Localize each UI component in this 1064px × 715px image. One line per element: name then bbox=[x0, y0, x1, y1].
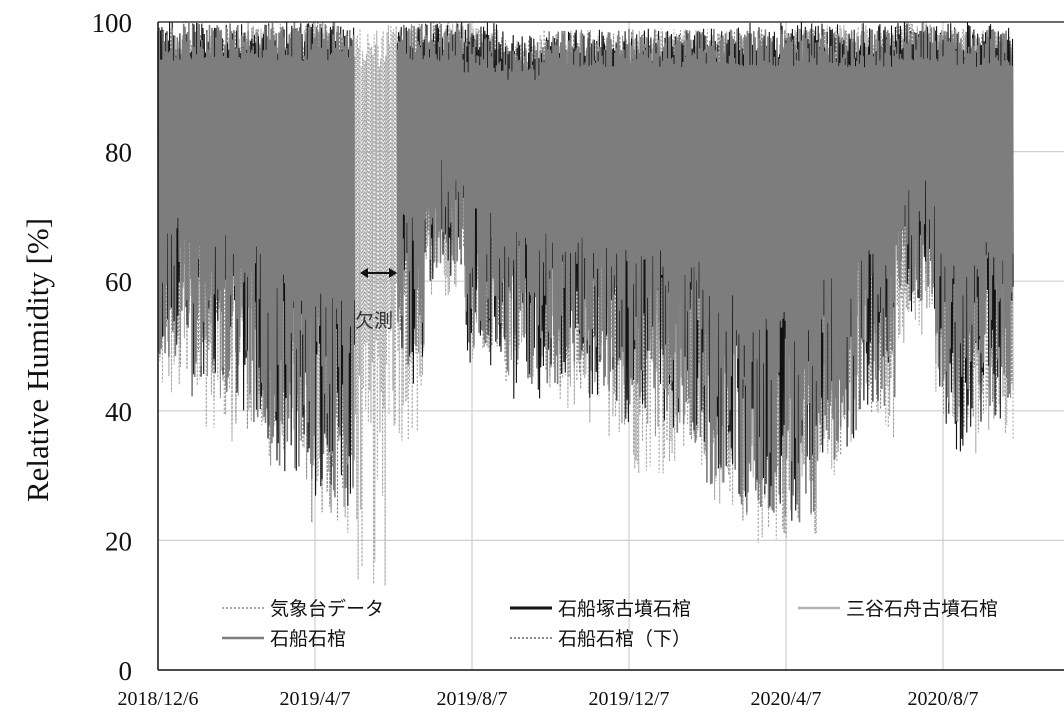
y-tick-label-0: 0 bbox=[119, 656, 133, 686]
annotation-arrow-right-head bbox=[389, 268, 397, 278]
x-tick-label-4: 2020/4/7 bbox=[750, 688, 821, 710]
series-line-3 bbox=[157, 21, 1014, 523]
series-layer bbox=[157, 21, 1014, 586]
y-tick-label-60: 60 bbox=[105, 267, 132, 297]
y-axis-title: Relative Humidity [%] bbox=[20, 218, 55, 502]
y-tick-labels: 0 20 40 60 80 100 bbox=[92, 8, 133, 686]
annotation-arrow-left-head bbox=[360, 268, 368, 278]
x-tick-label-3: 2019/12/7 bbox=[588, 688, 669, 710]
y-tick-label-80: 80 bbox=[105, 138, 132, 168]
y-tick-label-40: 40 bbox=[105, 397, 132, 427]
legend-label-4: 石船石棺（下） bbox=[558, 628, 691, 650]
legend-label-2: 三谷石舟古墳石棺 bbox=[846, 598, 998, 620]
x-tick-label-0: 2018/12/6 bbox=[117, 688, 198, 710]
x-tick-labels: 2018/12/6 2019/4/7 2019/8/7 2019/12/7 2020/4… bbox=[117, 688, 978, 710]
annotation-label: 欠測 bbox=[355, 310, 393, 332]
legend-label-1: 石船塚古墳石棺 bbox=[558, 598, 691, 620]
x-tick-label-5: 2020/8/7 bbox=[907, 688, 978, 710]
x-tick-label-2: 2019/8/7 bbox=[436, 688, 507, 710]
missing-data-annotation: 欠測 bbox=[355, 268, 397, 332]
axes bbox=[157, 21, 1064, 671]
y-tick-label-100: 100 bbox=[92, 8, 133, 38]
legend-label-0: 気象台データ bbox=[270, 598, 384, 620]
y-tick-label-20: 20 bbox=[105, 526, 132, 556]
x-tick-label-1: 2019/4/7 bbox=[279, 688, 350, 710]
legend-label-3: 石船石棺 bbox=[270, 628, 346, 650]
